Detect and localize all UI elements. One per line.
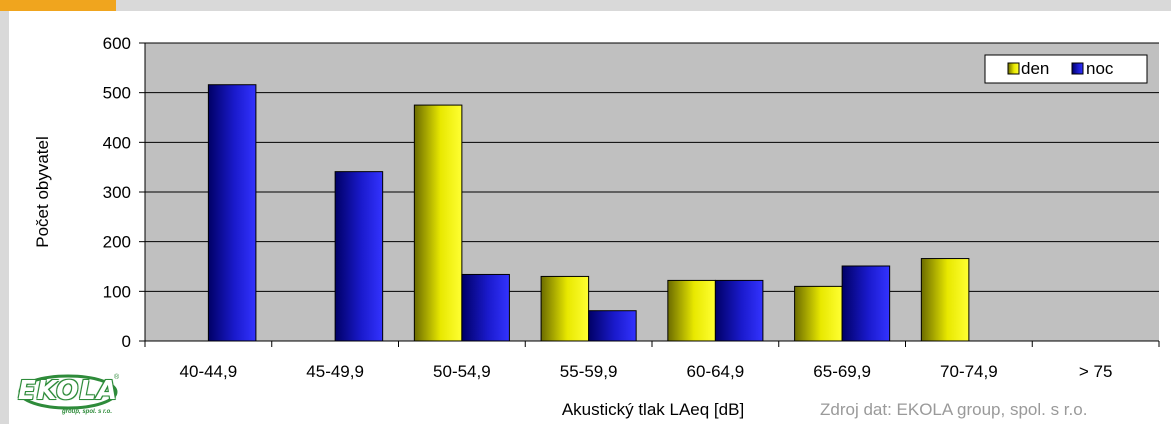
x-tick-label: 70-74,9 bbox=[940, 362, 998, 381]
bar-den-4 bbox=[667, 279, 716, 342]
x-tick-label: 60-64,9 bbox=[687, 362, 745, 381]
bar-den-3 bbox=[540, 275, 590, 342]
x-axis-label: Akustický tlak LAeq [dB] bbox=[562, 400, 744, 419]
y-tick-label: 400 bbox=[103, 133, 131, 152]
bar-den-5 bbox=[794, 285, 843, 342]
y-tick-label: 200 bbox=[103, 233, 131, 252]
y-tick-label: 600 bbox=[103, 34, 131, 53]
bar-noc-4 bbox=[714, 279, 764, 342]
bar-den-2 bbox=[413, 104, 463, 342]
bar-noc-2 bbox=[461, 273, 510, 342]
bars bbox=[207, 84, 970, 342]
axes bbox=[139, 42, 1160, 347]
x-tick-label: > 75 bbox=[1079, 362, 1113, 381]
logo-text: EKOLA bbox=[18, 376, 119, 406]
y-axis-label: Počet obyvatel bbox=[33, 136, 52, 248]
x-tick-labels: 40-44,9 45-49,9 50-54,9 55-59,9 60-64,9 65-69… bbox=[180, 362, 1113, 381]
bar-noc-5 bbox=[841, 265, 891, 342]
x-tick-label: 50-54,9 bbox=[433, 362, 491, 381]
y-tick-label: 100 bbox=[103, 282, 131, 301]
y-tick-label: 300 bbox=[103, 183, 131, 202]
y-tick-label: 500 bbox=[103, 84, 131, 103]
x-tick-label: 55-59,9 bbox=[560, 362, 618, 381]
legend-swatch-noc bbox=[1071, 62, 1084, 75]
x-tick-label: 65-69,9 bbox=[813, 362, 871, 381]
legend-label-noc: noc bbox=[1086, 59, 1114, 78]
orange-accent-tab bbox=[0, 0, 116, 11]
source-note: Zdroj dat: EKOLA group, spol. s r.o. bbox=[820, 400, 1088, 419]
bar-den-6 bbox=[920, 258, 970, 342]
bar-noc-0 bbox=[207, 84, 257, 342]
gridlines bbox=[145, 42, 1159, 292]
logo-subtitle: group, spol. s r.o. bbox=[62, 409, 113, 415]
bar-noc-3 bbox=[588, 310, 637, 342]
ekola-logo: EKOLA ® group, spol. s r.o. bbox=[18, 372, 130, 420]
legend: den noc bbox=[984, 54, 1148, 84]
y-tick-label: 0 bbox=[122, 332, 131, 351]
bar-noc-1 bbox=[334, 171, 384, 342]
legend-swatch-den bbox=[1007, 62, 1020, 75]
legend-label-den: den bbox=[1021, 59, 1049, 78]
logo-registered-mark: ® bbox=[114, 374, 120, 381]
y-tick-labels: 0 100 200 300 400 500 600 bbox=[103, 34, 131, 351]
x-tick-label: 40-44,9 bbox=[180, 362, 238, 381]
x-tick-label: 45-49,9 bbox=[306, 362, 364, 381]
